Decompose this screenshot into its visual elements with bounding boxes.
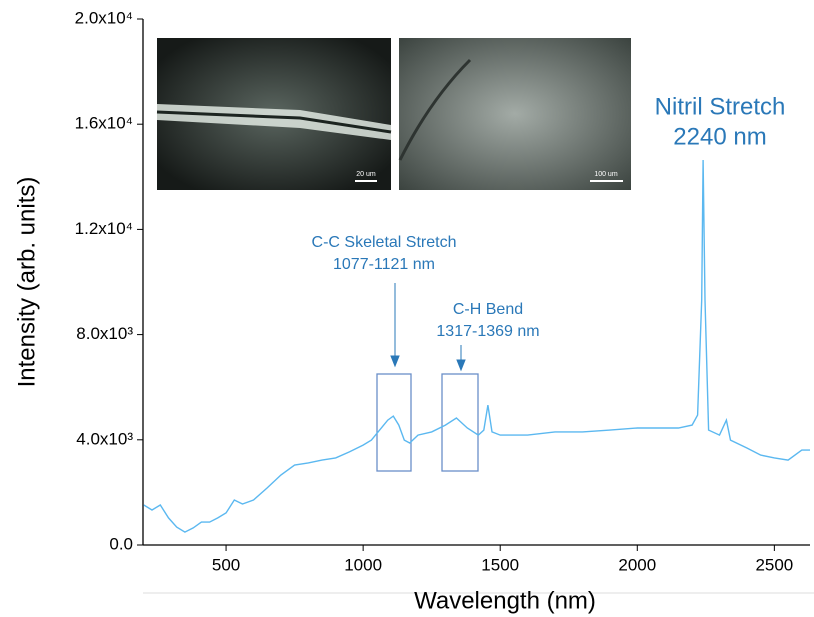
x-tick-label: 500	[212, 555, 240, 574]
x-tick-label: 1000	[344, 555, 382, 574]
annotation: 1317-1369 nm	[436, 323, 539, 340]
inset-2	[398, 38, 631, 190]
x-axis-title: Wavelength (nm)	[414, 587, 596, 614]
highlight-box	[376, 373, 412, 472]
scale-label: 20 um	[356, 171, 376, 178]
x-tick-label: 1500	[481, 555, 519, 574]
annotation: 1077-1121 nm	[333, 256, 435, 273]
scale-label: 100 um	[594, 171, 618, 178]
x-tick-label: 2500	[755, 555, 793, 574]
y-axis-title: Intensity (arb. units)	[13, 177, 40, 388]
x-tick-label: 2000	[618, 555, 656, 574]
highlight-box	[441, 373, 479, 472]
spectrum-line	[143, 159, 810, 533]
y-tick-label: 1.2x10⁴	[75, 219, 133, 238]
y-tick-label: 2.0x10⁴	[75, 8, 133, 27]
y-tick-label: 4.0x10³	[76, 429, 133, 448]
y-tick-label: 1.6x10⁴	[75, 114, 133, 133]
y-tick-label: 8.0x10³	[76, 324, 133, 343]
annotation: C-C Skeletal Stretch	[312, 234, 457, 251]
y-tick-label: 0.0	[109, 534, 133, 553]
annotation: Nitril Stretch	[655, 93, 786, 120]
annotation: 2240 nm	[673, 123, 766, 150]
annotation: C-H Bend	[453, 301, 523, 318]
arrows	[390, 283, 466, 372]
inset-1	[156, 38, 392, 190]
